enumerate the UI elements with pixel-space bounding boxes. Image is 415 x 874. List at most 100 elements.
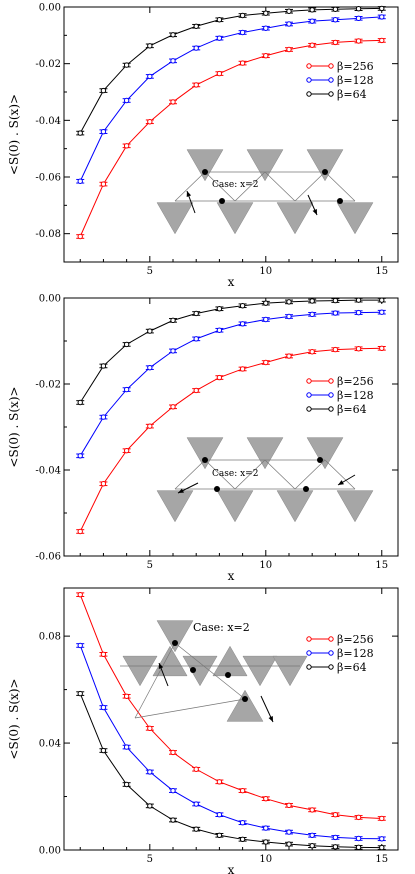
- legend-marker: [328, 63, 334, 69]
- lattice-triangle: [306, 437, 344, 470]
- data-point: [123, 744, 130, 750]
- legend-label: β=128: [337, 389, 374, 402]
- spin-site: [190, 667, 196, 673]
- chart-panel-2: 5 10 15 -0.06 -0.04 -0.02 0.00 x <S(0) . S(x)> β=…: [7, 294, 399, 583]
- lattice-triangle: [276, 490, 314, 523]
- data-point: [239, 321, 246, 327]
- data-point: [379, 836, 385, 842]
- legend-marker: [328, 664, 334, 670]
- lattice-triangle: [216, 202, 254, 235]
- spin-site: [322, 169, 328, 175]
- data-point: [216, 374, 223, 381]
- data-point: [170, 317, 176, 324]
- y-axis-label: <S(0) . S(x)>: [7, 94, 21, 175]
- spin-arrow-head: [338, 480, 344, 485]
- lattice-triangle: [276, 202, 314, 235]
- legend-marker: [328, 378, 334, 384]
- data-point: [100, 128, 107, 135]
- data-point: [77, 130, 83, 136]
- y-axis-label: <S(0) . S(x)>: [7, 386, 21, 467]
- legend-label: β=64: [337, 403, 367, 416]
- series-line: [79, 693, 382, 849]
- lattice-bond: [294, 171, 326, 202]
- data-point: [239, 12, 246, 19]
- data-point: [263, 25, 269, 31]
- data-point: [216, 35, 223, 41]
- data-point: [123, 781, 130, 788]
- data-point: [77, 453, 83, 459]
- data-point: [309, 807, 315, 813]
- y-tick-label: -0.04: [35, 116, 61, 127]
- data-point: [379, 345, 385, 352]
- legend-label: β=256: [337, 375, 374, 388]
- data-point: [147, 119, 153, 125]
- data-point: [147, 725, 153, 732]
- data-point: [193, 82, 199, 88]
- inset-lattice-diagram: Case: x=2: [156, 437, 374, 523]
- data-point: [263, 316, 269, 323]
- data-point: [263, 300, 269, 306]
- lattice-triangle: [186, 437, 224, 470]
- data-point: [286, 313, 292, 320]
- legend-marker: [306, 63, 312, 69]
- series-1: [76, 37, 386, 240]
- x-axis-label: x: [228, 569, 235, 583]
- series-line: [79, 594, 382, 819]
- data-point: [77, 690, 83, 697]
- data-point: [263, 795, 269, 802]
- lattice-triangle: [336, 490, 374, 523]
- data-point: [309, 349, 315, 355]
- data-point: [355, 15, 362, 22]
- data-point: [170, 787, 176, 794]
- spin-site: [172, 640, 178, 646]
- series-line: [79, 347, 382, 532]
- spin-arrow-head: [178, 488, 184, 493]
- data-point: [332, 39, 339, 46]
- data-point: [147, 328, 153, 334]
- data-point: [123, 447, 130, 454]
- data-point: [216, 17, 223, 23]
- x-tick-label: 15: [375, 560, 388, 571]
- legend-label: β=256: [337, 633, 374, 646]
- data-point: [193, 826, 199, 832]
- spin-arrow-head: [268, 716, 273, 722]
- lattice-bond: [324, 171, 356, 202]
- data-point: [309, 42, 315, 48]
- data-point: [147, 423, 153, 429]
- data-point: [193, 336, 199, 342]
- data-point: [239, 29, 246, 36]
- spin-site: [242, 696, 248, 702]
- data-point: [379, 14, 385, 20]
- data-point: [216, 812, 223, 818]
- spin-site: [202, 169, 208, 175]
- data-point: [263, 839, 269, 845]
- data-point: [193, 45, 199, 51]
- legend-label: β=128: [337, 647, 374, 660]
- data-point: [193, 387, 199, 394]
- inset-case-label: Case: x=2: [193, 621, 250, 634]
- data-point: [170, 99, 176, 105]
- lattice-triangle: [242, 655, 278, 687]
- data-point: [332, 297, 339, 304]
- y-tick-label: -0.06: [35, 173, 61, 184]
- series-2: [76, 309, 386, 459]
- x-tick-label: 10: [259, 854, 272, 865]
- data-point: [239, 787, 246, 794]
- data-point: [193, 801, 199, 807]
- data-point: [332, 17, 339, 23]
- lattice-triangle: [272, 655, 308, 687]
- data-point: [216, 832, 223, 838]
- chart-panel-1: 5 10 15 -0.08 -0.06 -0.04 -0.02 0.00 x <S(0) . S(…: [7, 3, 399, 289]
- data-point: [147, 73, 153, 80]
- data-point: [309, 7, 315, 13]
- data-point: [170, 404, 176, 410]
- data-point: [77, 399, 83, 406]
- data-point: [147, 803, 153, 809]
- spin-site: [337, 198, 343, 204]
- data-point: [100, 363, 107, 369]
- y-tick-label: -0.06: [35, 552, 61, 563]
- data-point: [123, 62, 130, 68]
- data-point: [286, 829, 292, 835]
- legend-label: β=64: [337, 88, 367, 101]
